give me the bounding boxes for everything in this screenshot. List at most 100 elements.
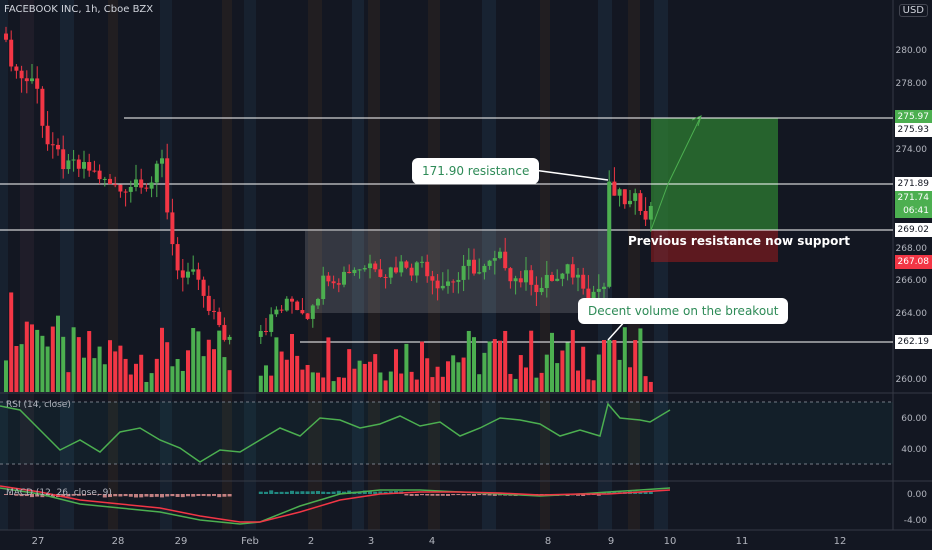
session-band xyxy=(308,0,322,530)
volume-bar xyxy=(638,328,643,392)
candle xyxy=(404,261,409,268)
price-tick-label: 260.00 xyxy=(896,375,928,385)
volume-bar xyxy=(420,341,424,392)
volume-bar xyxy=(50,326,55,392)
macd-histogram-bar xyxy=(336,490,341,494)
candle xyxy=(430,276,435,281)
volume-bar xyxy=(544,354,549,392)
macd-histogram-bar xyxy=(425,494,430,496)
candle xyxy=(45,125,50,145)
candle xyxy=(628,200,632,205)
macd-histogram-bar xyxy=(149,494,154,498)
macd-histogram-bar xyxy=(409,494,414,496)
volume-bar xyxy=(622,327,627,392)
volume-bar xyxy=(264,365,268,392)
price-tag: 275.93 xyxy=(895,123,932,137)
session-band xyxy=(160,0,172,530)
volume-bar xyxy=(539,372,544,392)
macd-histogram-bar xyxy=(440,494,445,496)
volume-bar xyxy=(92,358,97,392)
candle xyxy=(472,259,476,274)
macd-histogram-bar xyxy=(170,494,175,497)
candle xyxy=(212,310,216,312)
macd-histogram-bar xyxy=(196,494,201,496)
macd-histogram-bar xyxy=(326,491,331,494)
macd-histogram-bar xyxy=(643,491,648,494)
volume-bar xyxy=(498,340,502,392)
macd-histogram-bar xyxy=(186,494,190,497)
volume-bar xyxy=(529,330,534,392)
candle xyxy=(14,66,19,71)
macd-histogram-bar xyxy=(113,494,118,497)
volume-bar xyxy=(394,349,398,392)
price-tag: 269.02 xyxy=(895,223,932,237)
candle xyxy=(206,295,211,311)
candle xyxy=(586,288,591,299)
candle xyxy=(622,189,627,205)
macd-histogram-bar xyxy=(258,491,263,494)
volume-bar xyxy=(409,371,414,392)
time-tick-label: Feb xyxy=(241,536,259,547)
volume-bar xyxy=(487,341,492,392)
macd-histogram-bar xyxy=(466,494,471,496)
volume-bar xyxy=(414,379,419,392)
volume-bar xyxy=(596,354,601,392)
macd-histogram-bar xyxy=(295,491,300,494)
candle xyxy=(596,288,601,292)
macd-histogram-bar xyxy=(175,494,180,497)
candle xyxy=(118,184,123,192)
candle xyxy=(612,181,617,196)
time-tick-label: 29 xyxy=(175,536,188,547)
macd-histogram-bar xyxy=(165,494,170,497)
candle xyxy=(409,267,414,276)
macd-histogram-bar xyxy=(388,491,393,494)
candle xyxy=(9,39,14,67)
volume-bar xyxy=(524,367,528,392)
macd-histogram-bar xyxy=(134,494,138,498)
currency-button[interactable]: USD xyxy=(898,4,928,17)
candle xyxy=(144,187,149,189)
volume-bar xyxy=(4,360,8,392)
candle xyxy=(76,159,81,169)
macd-tick-label: -4.00 xyxy=(904,516,928,526)
macd-histogram-bar xyxy=(66,494,71,497)
volume-bar xyxy=(612,340,617,392)
volume-bar xyxy=(19,344,24,392)
macd-histogram-bar xyxy=(160,494,164,498)
volume-bar xyxy=(222,357,227,392)
price-tick-label: 266.00 xyxy=(896,276,928,286)
session-band xyxy=(20,0,34,530)
candle xyxy=(388,267,393,278)
volume-bar xyxy=(331,381,336,392)
candle xyxy=(295,301,300,311)
volume-bar xyxy=(139,354,144,392)
volume-bar xyxy=(300,369,305,392)
price-tick-label: 278.00 xyxy=(896,79,928,89)
volume-bar xyxy=(284,359,289,392)
candle xyxy=(310,305,315,319)
candle xyxy=(30,78,34,82)
macd-pane-label: MACD (12, 26, close, 9) xyxy=(6,488,112,498)
volume-bar xyxy=(97,346,102,392)
projection-line xyxy=(650,183,669,231)
candle xyxy=(279,309,284,311)
candle xyxy=(440,285,445,289)
candle xyxy=(300,310,305,314)
candle xyxy=(420,261,424,263)
volume-bar xyxy=(134,363,138,392)
candle xyxy=(274,309,279,315)
volume-bar xyxy=(108,340,112,392)
candle xyxy=(149,182,154,189)
volume-bar xyxy=(586,379,591,392)
macd-histogram-bar xyxy=(492,494,497,496)
volume-bar xyxy=(373,354,378,392)
volume-bar xyxy=(342,377,346,392)
rsi-band-fill xyxy=(0,402,893,464)
volume-bar xyxy=(212,349,216,392)
macd-histogram-bar xyxy=(378,491,383,494)
macd-tick-label: 0.00 xyxy=(907,490,927,500)
candle xyxy=(258,330,263,337)
signal-line xyxy=(0,485,671,523)
support-annotation: Previous resistance now support xyxy=(628,234,850,248)
